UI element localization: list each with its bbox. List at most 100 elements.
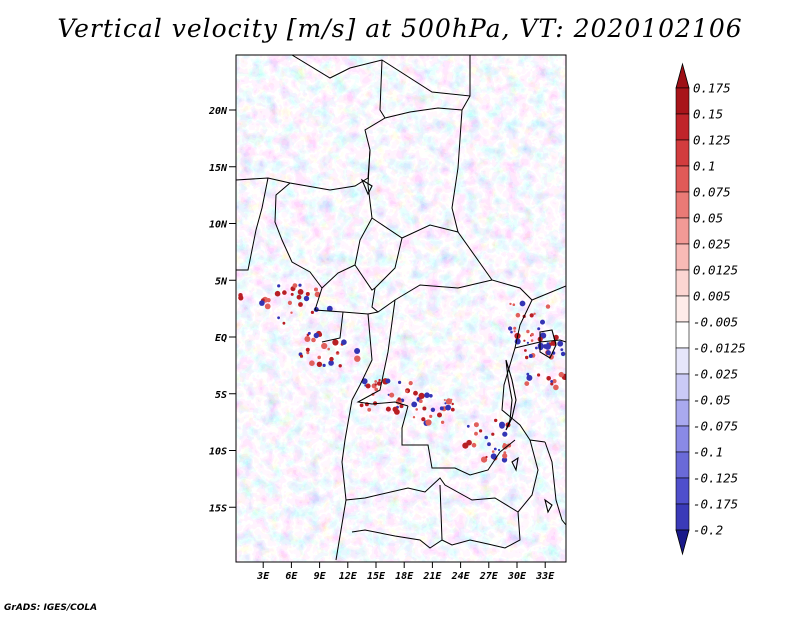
lat-tick-label: 5S [215,390,227,401]
convective-cell [398,380,402,384]
colorbar-segment [675,165,690,193]
convective-cell [413,390,418,396]
colorbar-label: 0.075 [693,185,731,200]
convective-cell [314,291,321,298]
colorbar-segment [675,425,690,453]
convective-cell [491,450,495,453]
convective-cell [327,347,331,351]
convective-cell [425,419,432,426]
lon-tick-label: 3E [256,571,270,582]
convective-cell [259,300,265,306]
convective-cell [526,341,530,344]
colorbar-segment [675,191,690,219]
convective-cell [282,290,287,295]
lat-tick-label: 10S [209,447,227,458]
convective-cell [474,431,478,436]
convective-cell [354,355,361,362]
convective-cell [550,380,553,383]
colorbar-label: 0.05 [693,211,723,226]
convective-cell [424,392,430,399]
convective-cell [399,404,404,409]
convective-cell [550,382,554,386]
convective-cell [297,289,304,295]
convective-cell [430,407,436,412]
convective-cell [462,442,469,449]
colorbar-segment [675,477,690,505]
convective-cell [519,300,526,307]
convective-cell [304,336,311,342]
convective-cell [274,290,281,297]
convective-cell [510,330,513,334]
convective-cell [290,292,294,296]
colorbar-segment [675,295,690,323]
colorbar-label: 0.005 [693,289,731,304]
convective-cell [264,303,271,310]
convective-cell [282,321,286,325]
convective-cell [545,304,551,309]
colorbar-segment [675,451,690,479]
convective-cell [266,298,271,303]
convective-cell [540,319,545,325]
convective-cell [374,387,379,392]
colorbar-label: -0.175 [693,497,738,512]
convective-cell [440,420,445,424]
colorbar-label: -0.2 [693,523,723,538]
colorbar-label: 0.025 [693,237,731,252]
convective-cell [277,284,281,288]
lon-tick-label: 15E [367,571,386,582]
latitude-axis: 20N 15N 10N 5N EQ 5S 10S 15S [208,106,236,514]
convective-cell [299,354,304,358]
convective-cell [537,373,541,377]
lon-tick-label: 9E [314,571,327,582]
convective-cell [359,403,364,408]
map-title: Vertical velocity [m/s] at 500hPa, VT: 2… [57,14,743,43]
convective-cell [437,412,442,418]
lat-tick-label: 10N [209,220,228,231]
convective-cell [494,418,498,423]
convective-cell [296,294,302,300]
lon-tick-label: 30E [507,571,527,582]
convective-cell [429,394,433,398]
convective-cell [418,399,423,404]
lat-tick-label: 15N [209,163,228,174]
convective-cell [499,421,505,428]
convective-cell [484,435,489,440]
convective-cell [450,407,455,412]
convective-cell [530,339,534,342]
colorbar-segment [675,269,690,297]
grads-credit: GrADS: IGES/COLA [4,603,98,613]
colorbar-label: -0.005 [693,315,738,330]
convective-cell [466,424,470,428]
convective-cell [405,389,409,393]
colorbar-label: 0.15 [693,107,723,122]
convective-cell [376,381,382,386]
convective-cell [411,401,418,408]
convective-cell [473,422,479,428]
convective-cell [537,327,541,331]
convective-cell [313,332,319,339]
convective-cell [306,351,310,355]
lon-tick-label: 6E [285,571,298,582]
convective-cell [485,455,488,459]
convective-cell [502,453,508,459]
convective-cell [538,344,544,351]
convective-cell [544,343,551,350]
convective-cell [515,312,521,318]
lon-tick-label: 12E [339,571,358,582]
convective-cell [558,371,564,378]
convective-cell [497,448,501,452]
convective-cell [309,360,315,367]
convective-cell [512,303,516,307]
convective-cell [385,406,391,412]
convective-cell [560,351,566,357]
convective-cell [361,378,368,385]
map-frame [235,54,567,563]
lon-tick-label: 33E [535,571,555,582]
convective-cell [509,302,512,306]
convective-cell [385,378,391,384]
colorbar: 0.175 0.15 0.125 0.1 0.075 0.05 0.025 0.0125 0.0… [675,62,746,556]
convective-cell [487,442,491,447]
convective-cell [528,354,533,358]
longitude-axis: 3E 6E 9E 12E 15E 18E 21E 24E 27E 30E 33E [256,562,555,582]
convective-cell [524,381,530,386]
